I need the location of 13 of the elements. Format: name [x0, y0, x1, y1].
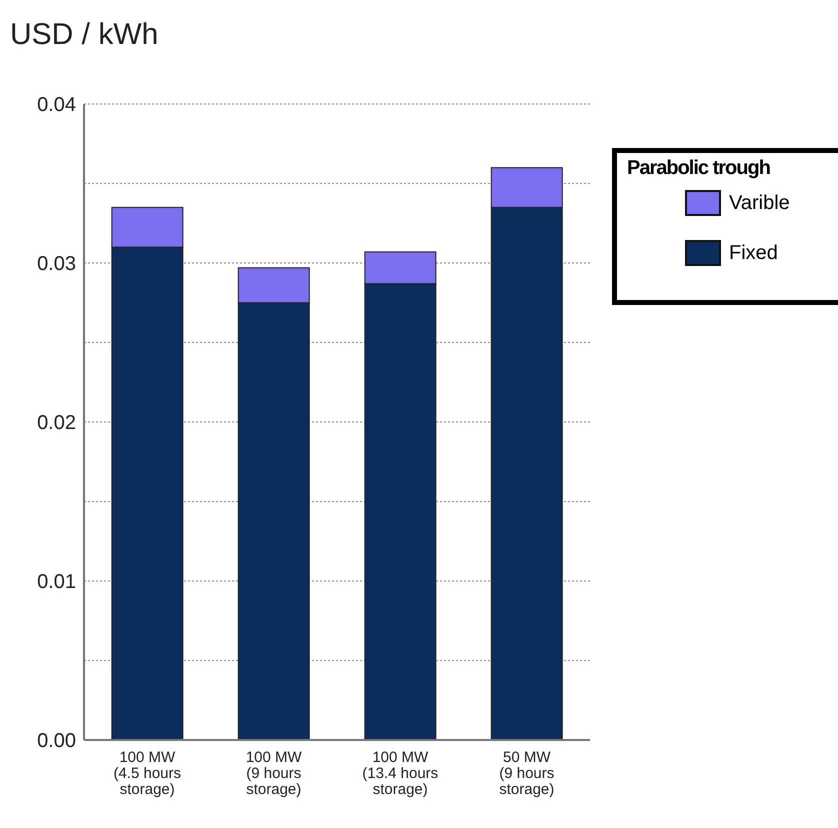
y-tick-label: 0.02 [37, 412, 76, 434]
y-tick-label: 0.01 [37, 571, 76, 594]
y-tick-label: 0.04 [37, 94, 76, 116]
y-axis-title: USD / kWh [10, 18, 158, 52]
legend-title: Parabolic trough [627, 157, 771, 180]
y-tick-label: 0.00 [37, 730, 76, 752]
x-tick-label: 100 MW (4.5 hours storage) [113, 749, 182, 798]
legend-label: Fixed [729, 242, 778, 264]
x-tick-label: 50 MW (9 hours storage) [499, 749, 554, 798]
x-tick-label: 100 MW (9 hours storage) [246, 749, 303, 798]
y-tick-label: 0.03 [37, 253, 76, 276]
x-tick-label: 100 MW (13.4 hours storage) [362, 749, 438, 798]
legend-label: Varible [729, 192, 790, 214]
